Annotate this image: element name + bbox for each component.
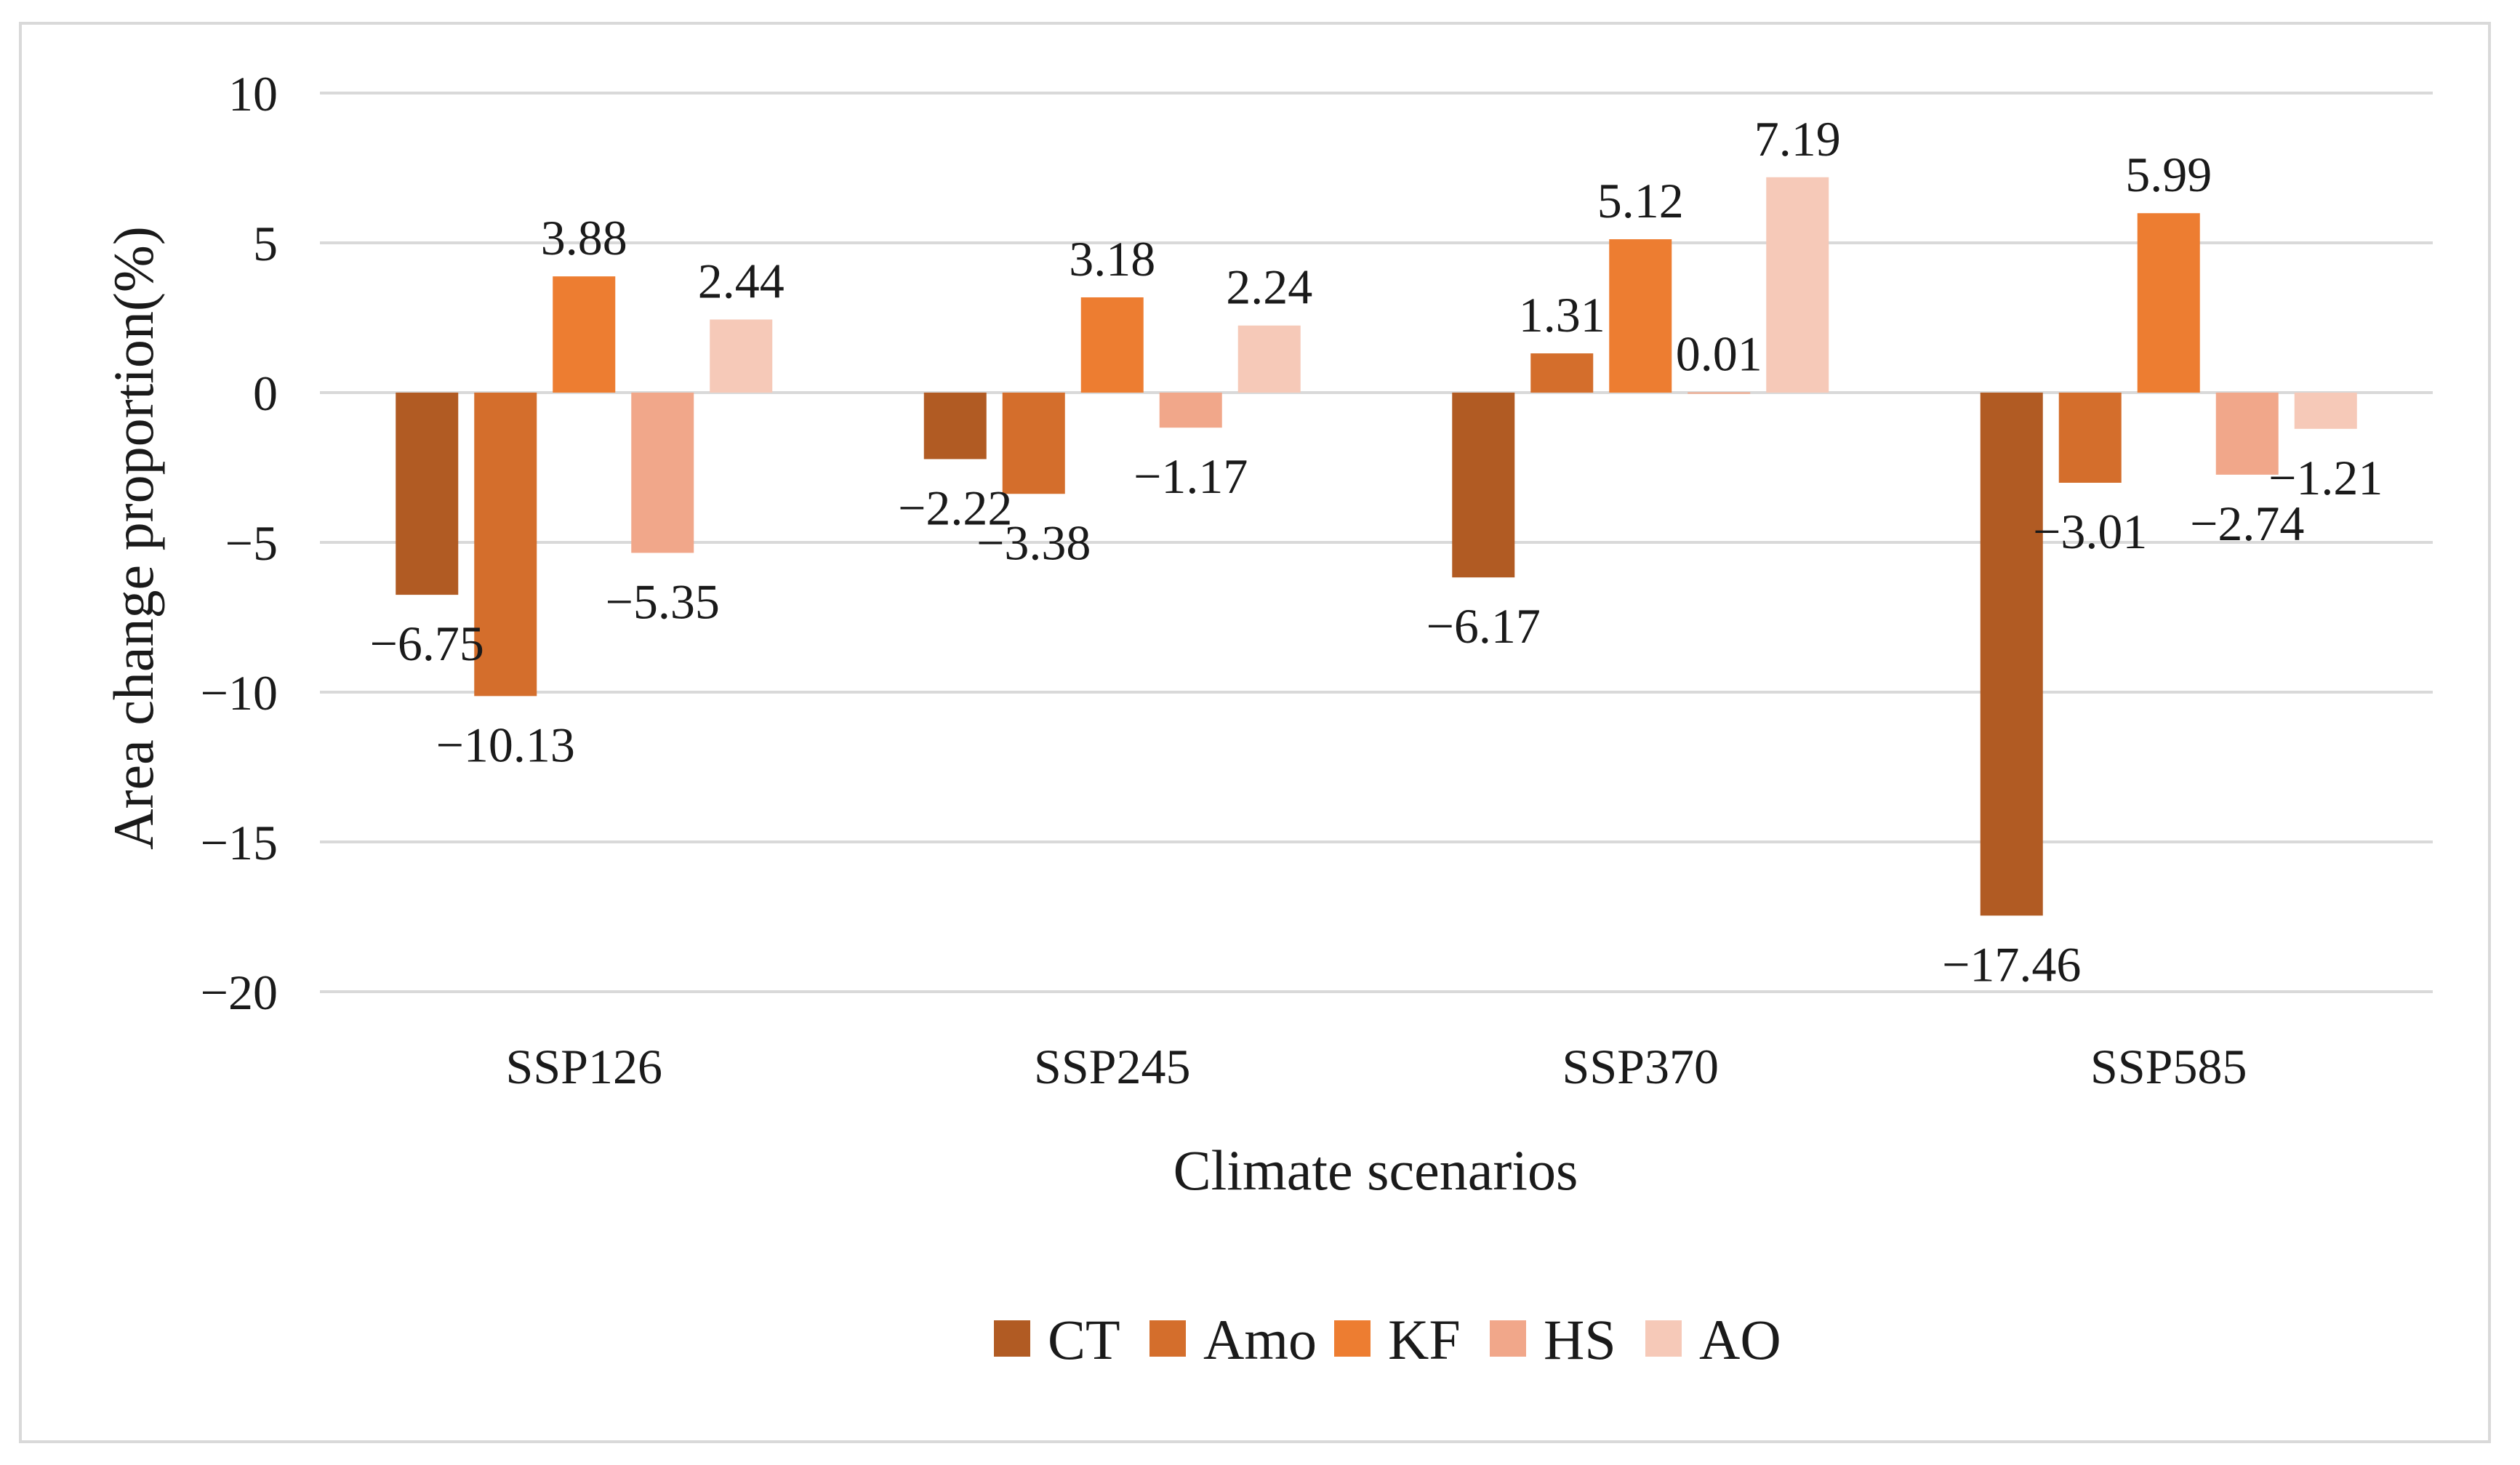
- legend-label-ao: AO: [1699, 1308, 1781, 1371]
- x-tick-label: SSP585: [2090, 1039, 2247, 1094]
- data-label-hs-ssp245: −1.17: [1133, 449, 1248, 504]
- bar-kf-ssp585: [2137, 213, 2200, 393]
- y-tick-label: −10: [201, 665, 278, 721]
- bar-hs-ssp370: [1688, 392, 1751, 394]
- data-label-kf-ssp126: 3.88: [541, 210, 627, 265]
- data-labels: −6.75 −2.22 −6.17 −17.46 −10.13 −3.38 1.31 −3.0…: [370, 111, 2383, 992]
- data-label-ct-ssp585: −17.46: [1942, 936, 2081, 992]
- bar-ct-ssp370: [1452, 393, 1515, 578]
- data-label-amo-ssp370: 1.31: [1519, 287, 1605, 342]
- data-label-kf-ssp370: 5.12: [1597, 173, 1684, 228]
- data-label-amo-ssp585: −3.01: [2033, 504, 2147, 559]
- y-tick-label: 0: [253, 366, 278, 421]
- data-label-kf-ssp585: 5.99: [2125, 147, 2212, 202]
- gridlines: [320, 92, 2433, 993]
- bar-ao-ssp245: [1237, 325, 1301, 393]
- data-label-amo-ssp245: −3.38: [976, 515, 1091, 570]
- data-label-kf-ssp245: 3.18: [1069, 231, 1155, 286]
- x-axis-title: Climate scenarios: [1173, 1139, 1578, 1202]
- y-tick-label: 10: [228, 66, 278, 121]
- bar-amo-ssp370: [1530, 353, 1594, 393]
- y-tick-label: −5: [225, 515, 278, 571]
- bar-hs-ssp126: [631, 393, 694, 553]
- bar-ao-ssp585: [2294, 393, 2357, 429]
- legend: CT Amo KF HS AO: [994, 1308, 1781, 1371]
- bars: [396, 177, 2357, 916]
- legend-swatch-amo: [1149, 1320, 1186, 1357]
- legend-swatch-ct: [994, 1320, 1030, 1357]
- data-label-hs-ssp126: −5.35: [606, 574, 720, 629]
- bar-kf-ssp126: [553, 276, 616, 393]
- x-axis-ticks: SSP126 SSP245 SSP370 SSP585: [506, 1039, 2247, 1094]
- bar-ct-ssp585: [1980, 393, 2043, 916]
- y-axis-title: Area change proportion(%): [102, 226, 165, 850]
- data-label-ct-ssp245: −2.22: [898, 480, 1012, 535]
- data-label-ao-ssp370: 7.19: [1754, 111, 1841, 166]
- legend-label-kf: KF: [1388, 1308, 1461, 1371]
- bar-hs-ssp245: [1159, 393, 1222, 428]
- x-tick-label: SSP370: [1562, 1039, 1719, 1094]
- chart-frame: [19, 22, 2491, 1443]
- bar-ct-ssp245: [923, 393, 987, 459]
- bar-amo-ssp245: [1002, 393, 1065, 494]
- bar-hs-ssp585: [2215, 393, 2279, 475]
- y-tick-label: −20: [201, 965, 278, 1020]
- bar-amo-ssp585: [2058, 393, 2122, 483]
- legend-label-ct: CT: [1048, 1308, 1120, 1371]
- y-tick-label: −15: [201, 815, 278, 870]
- x-tick-label: SSP126: [506, 1039, 662, 1094]
- data-label-ao-ssp245: 2.24: [1226, 260, 1312, 315]
- legend-swatch-ao: [1645, 1320, 1682, 1357]
- data-label-ao-ssp126: 2.44: [698, 253, 785, 308]
- bar-ct-ssp126: [396, 393, 459, 595]
- bar-amo-ssp126: [474, 393, 537, 697]
- x-tick-label: SSP245: [1034, 1039, 1190, 1094]
- data-label-ao-ssp585: −1.21: [2268, 450, 2383, 505]
- data-label-hs-ssp370: 0.01: [1676, 326, 1762, 382]
- bar-kf-ssp370: [1609, 239, 1672, 393]
- legend-label-hs: HS: [1544, 1308, 1616, 1371]
- bar-ao-ssp370: [1766, 177, 1829, 393]
- data-label-ct-ssp370: −6.17: [1426, 598, 1541, 654]
- legend-swatch-hs: [1490, 1320, 1526, 1357]
- legend-label-amo: Amo: [1203, 1308, 1317, 1371]
- y-tick-label: 5: [253, 216, 278, 271]
- data-label-amo-ssp126: −10.13: [436, 717, 575, 772]
- y-axis-ticks: 10 5 0 −5 −10 −15 −20: [201, 66, 278, 1020]
- bar-kf-ssp245: [1080, 297, 1144, 393]
- bar-ao-ssp126: [710, 319, 773, 393]
- data-label-ct-ssp126: −6.75: [370, 616, 484, 671]
- legend-swatch-kf: [1334, 1320, 1371, 1357]
- data-label-hs-ssp585: −2.74: [2190, 496, 2304, 551]
